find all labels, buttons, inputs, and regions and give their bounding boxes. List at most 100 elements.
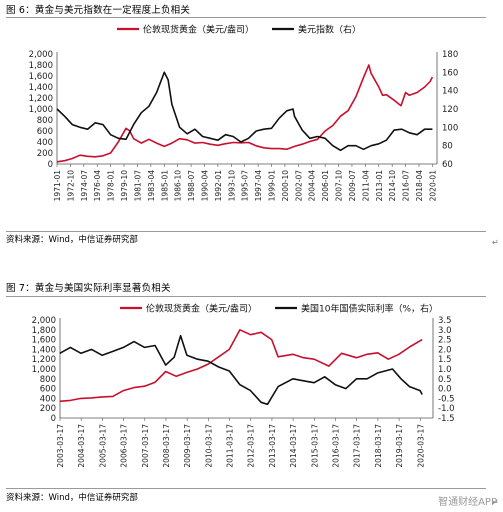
return-mark: ↵ xyxy=(492,238,499,247)
y-left-tick-label: 800 xyxy=(40,375,56,385)
y-left-tick-label: 1,600 xyxy=(29,72,53,82)
y-left-tick-label: 0 xyxy=(48,160,53,170)
y-right-tick-label: 2.5 xyxy=(438,336,452,346)
secondary-series-line xyxy=(59,334,423,406)
x-tick-label: 2004-04 xyxy=(308,170,317,202)
y-left-tick-label: 2,000 xyxy=(29,50,53,60)
x-tick-label: 1988-07 xyxy=(187,170,196,202)
x-tick-label: 1978-01 xyxy=(107,170,116,202)
x-tick-label: 2013-01 xyxy=(375,170,384,202)
x-tick-label: 1979-10 xyxy=(120,170,129,202)
x-tick-label: 2014-03-17 xyxy=(289,424,298,468)
y-left-tick-label: 400 xyxy=(40,394,56,404)
x-tick-label: 1971-01 xyxy=(53,170,62,202)
x-tick-label: 2000-10 xyxy=(281,170,290,202)
y-right-tick-label: 1.0 xyxy=(438,365,452,375)
x-tick-label: 2018-04 xyxy=(415,170,424,202)
gold-price-line xyxy=(56,64,434,163)
x-tick-label: 2020-01 xyxy=(428,170,437,202)
x-tick-label: 1990-04 xyxy=(200,170,209,202)
return-mark: ↵ xyxy=(492,498,499,507)
x-tick-label: 2019-03-17 xyxy=(395,424,404,468)
x-tick-label: 2009-03-17 xyxy=(183,424,192,468)
y-left-tick-label: 1,400 xyxy=(32,345,56,355)
y-left-tick-label: 2,000 xyxy=(32,316,56,326)
x-tick-label: 2012-03-17 xyxy=(247,424,256,468)
x-tick-label: 1986-10 xyxy=(174,170,183,202)
x-tick-label: 2014-10 xyxy=(388,170,397,202)
y-right-tick-label: 2.0 xyxy=(438,345,452,355)
y-right-tick-label: 180 xyxy=(442,50,458,60)
figure-6-source: 资料来源：Wind，中信证券研究部 xyxy=(6,235,138,245)
figure-6-caption: 图 6：黄金与美元指数在一定程度上负相关 xyxy=(6,5,191,16)
x-tick-label: 2017-03-17 xyxy=(353,424,362,468)
x-tick-label: 2002-07 xyxy=(294,170,303,202)
y-left-tick-label: 1,800 xyxy=(29,61,53,71)
y-right-tick-label: 60 xyxy=(442,160,453,170)
x-tick-label: 2007-10 xyxy=(335,170,344,202)
x-tick-label: 2020-03-17 xyxy=(416,424,425,468)
legend-label: 伦敦现货黄金（美元/盎司） xyxy=(146,303,257,315)
x-tick-label: 2009-07 xyxy=(348,170,357,202)
figure-7-top-rule xyxy=(6,296,486,297)
y-right-tick-label: 100 xyxy=(442,123,458,133)
y-left-tick-label: 1,000 xyxy=(32,365,56,375)
y-right-tick-label: 3.0 xyxy=(438,326,452,336)
y-left-tick-label: 1,000 xyxy=(29,105,53,115)
legend-label: 伦敦现货黄金（美元/盎司） xyxy=(143,24,254,36)
x-tick-label: 1981-07 xyxy=(133,170,142,202)
x-tick-label: 2018-03-17 xyxy=(374,424,383,468)
x-tick-label: 2004-03-17 xyxy=(77,424,86,468)
x-tick-label: 2006-01 xyxy=(321,170,330,202)
x-tick-label: 2008-03-17 xyxy=(162,424,171,468)
y-left-tick-label: 600 xyxy=(37,127,53,137)
x-tick-label: 1972-10 xyxy=(66,170,75,202)
y-left-tick-label: 1,200 xyxy=(32,355,56,365)
x-tick-label: 2015-03-17 xyxy=(310,424,319,468)
x-tick-label: 2016-07 xyxy=(402,170,411,202)
x-tick-label: 2016-03-17 xyxy=(332,424,341,468)
x-tick-label: 2013-03-17 xyxy=(268,424,277,468)
x-tick-label: 1993-10 xyxy=(227,170,236,202)
x-tick-label: 2010-03-17 xyxy=(204,424,213,468)
y-left-tick-label: 1,600 xyxy=(32,336,56,346)
x-tick-label: 1976-04 xyxy=(93,170,102,202)
y-right-tick-label: 0.0 xyxy=(438,385,452,395)
figure-7-bottom-rule xyxy=(6,488,486,489)
x-tick-label: 1985-01 xyxy=(160,170,169,202)
x-tick-label: 1992-01 xyxy=(214,170,223,202)
y-right-tick-label: -1.0 xyxy=(438,404,455,414)
x-tick-label: 2011-04 xyxy=(361,170,370,202)
y-left-tick-label: 200 xyxy=(40,404,56,414)
x-tick-label: 2005-03-17 xyxy=(98,424,107,468)
x-tick-label: 1995-07 xyxy=(241,170,250,202)
x-tick-label: 1999-01 xyxy=(268,170,277,202)
x-tick-label: 2006-03-17 xyxy=(120,424,129,468)
x-tick-label: 1983-04 xyxy=(147,170,156,202)
figure-6-chart: 02004006008001,0001,2001,4001,6001,8002,… xyxy=(29,24,459,202)
figure-6-top-rule xyxy=(6,17,486,18)
watermark: 智通财经APP xyxy=(438,497,497,508)
y-left-tick-label: 0 xyxy=(51,414,56,424)
x-tick-label: 1997-04 xyxy=(254,170,263,202)
x-tick-label: 2011-03-17 xyxy=(226,424,235,468)
y-left-tick-label: 800 xyxy=(37,116,53,126)
legend-label: 美元指数（右） xyxy=(298,24,361,36)
figure-6-bottom-rule xyxy=(6,231,486,232)
y-left-tick-label: 400 xyxy=(37,138,53,148)
y-right-tick-label: 140 xyxy=(442,87,458,97)
y-right-tick-label: 1.5 xyxy=(438,355,452,365)
y-right-tick-label: 0.5 xyxy=(438,375,452,385)
y-left-tick-label: 1,800 xyxy=(32,326,56,336)
y-left-tick-label: 200 xyxy=(37,149,53,159)
y-right-tick-label: 160 xyxy=(442,68,458,78)
figure-7-source: 资料来源：Wind，中信证券研究部 xyxy=(6,493,138,503)
figure-6: 图 6：黄金与美元指数在一定程度上负相关 0 200 400 600 800 1,000 1… xyxy=(0,0,503,250)
x-tick-label: 2003-03-17 xyxy=(56,424,65,468)
y-right-tick-label: 3.5 xyxy=(438,316,452,326)
figure-7: 图 7：黄金与美国实际利率显著负相关 0 200 400 600 800 1,000 1,2… xyxy=(0,252,503,512)
figure-7-caption: 图 7：黄金与美国实际利率显著负相关 xyxy=(6,283,171,294)
x-tick-label: 2007-03-17 xyxy=(141,424,150,468)
y-right-tick-label: 80 xyxy=(442,142,453,152)
secondary-series-line xyxy=(56,71,433,152)
